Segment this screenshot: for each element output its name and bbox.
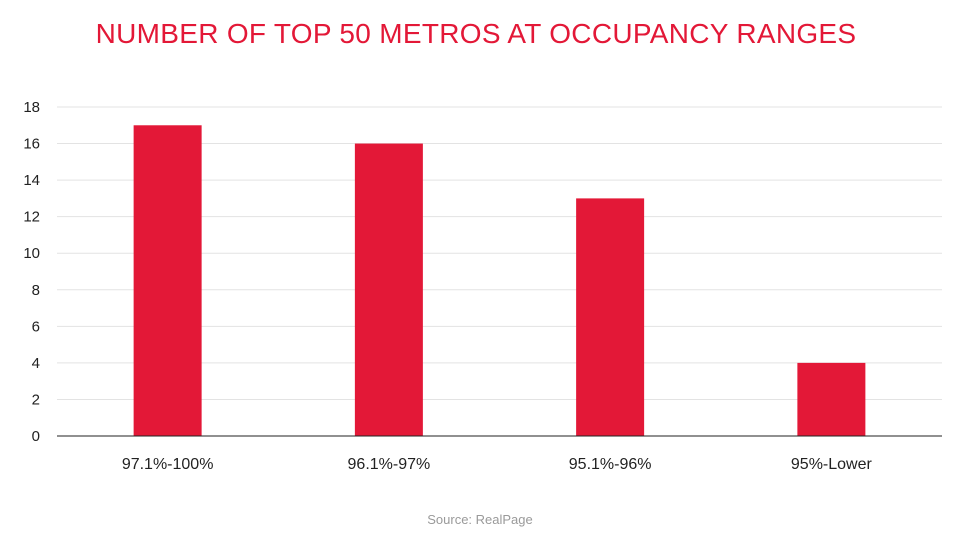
source-note: Source: RealPage: [427, 512, 533, 527]
y-tick-label: 16: [23, 136, 40, 153]
x-axis-ticks: 97.1%-100% 96.1%-97% 95.1%-96% 95%-Lower: [122, 456, 873, 473]
y-tick-label: 2: [32, 391, 40, 408]
y-tick-label: 0: [32, 428, 40, 445]
y-tick-label: 10: [23, 245, 40, 262]
gridlines: [57, 106, 942, 400]
bar-4: [797, 362, 866, 436]
y-tick-label: 14: [23, 172, 40, 189]
x-tick-label: 95.1%-96%: [569, 456, 652, 473]
chart-title: NUMBER OF TOP 50 METROS AT OCCUPANCY RAN…: [95, 18, 857, 49]
x-tick-label: 96.1%-97%: [348, 456, 431, 473]
bar-1: [133, 125, 202, 437]
bar-2: [354, 143, 423, 437]
y-tick-label: 12: [23, 209, 40, 226]
y-tick-label: 6: [32, 318, 40, 335]
y-tick-label: 4: [32, 355, 40, 372]
bars: [133, 125, 866, 437]
y-axis-ticks: 0 2 4 6 8 10 12 14 16 18: [23, 99, 40, 445]
y-tick-label: 18: [23, 99, 40, 116]
bar-3: [576, 198, 645, 436]
x-tick-label: 95%-Lower: [791, 456, 873, 473]
x-tick-label: 97.1%-100%: [122, 456, 214, 473]
y-tick-label: 8: [32, 282, 40, 299]
